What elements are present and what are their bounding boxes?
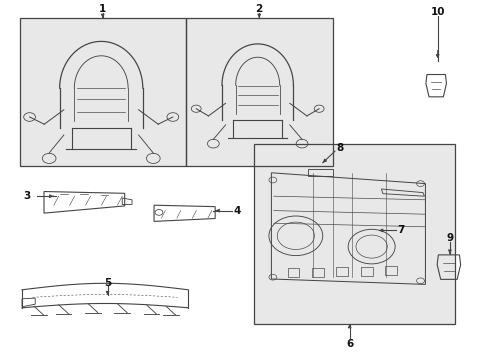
Bar [360,267,372,276]
Text: 5: 5 [104,278,111,288]
Text: 10: 10 [429,6,444,17]
Text: 2: 2 [255,4,262,14]
Bar [20,18,185,166]
Bar [311,267,323,276]
Text: 8: 8 [336,143,343,153]
Bar [254,144,454,324]
Bar [385,266,396,275]
Text: 4: 4 [233,206,241,216]
Text: 1: 1 [99,4,106,14]
Bar [185,18,332,166]
Text: 9: 9 [446,233,452,243]
Bar [254,144,454,324]
Text: 7: 7 [396,225,404,235]
Text: 3: 3 [23,191,30,201]
Bar [20,18,185,166]
Bar [336,267,347,276]
Bar [287,268,299,277]
Bar [185,18,332,166]
Text: 6: 6 [346,339,352,349]
